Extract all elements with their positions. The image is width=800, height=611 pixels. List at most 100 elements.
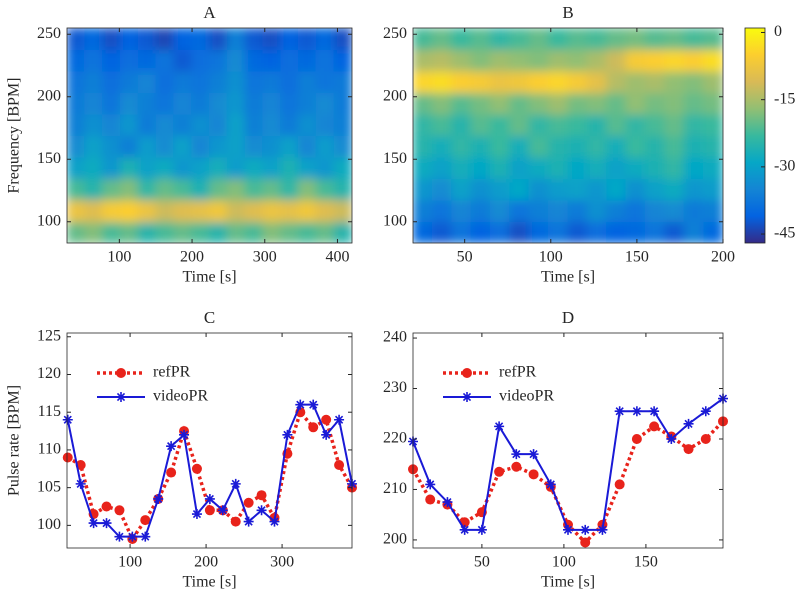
heatmap-cell: [119, 49, 139, 72]
y-tick-label: 200: [383, 87, 407, 104]
heatmap-cell: [155, 28, 175, 50]
heatmap-cell: [137, 28, 157, 50]
heatmap-cell: [226, 70, 246, 93]
y-tick-label: 100: [37, 516, 61, 533]
heatmap-cell: [625, 70, 646, 93]
heatmap-cell: [333, 199, 352, 222]
heatmap-cell: [548, 221, 569, 243]
heatmap-cell: [451, 221, 472, 243]
heatmap-cell: [567, 178, 588, 201]
heatmap-cell: [191, 178, 210, 201]
data-point: [166, 467, 177, 478]
heatmap-cell: [664, 92, 685, 115]
heatmap-cell: [315, 113, 335, 136]
x-axis-label: Time [s]: [541, 574, 595, 591]
axes-frame: [66, 27, 353, 244]
heatmap-cell: [67, 135, 86, 158]
heatmap-cell: [528, 113, 550, 136]
data-point: [153, 493, 164, 504]
x-axis-label: Time [s]: [182, 574, 236, 591]
y-axis-label: Frequency [BPM]: [6, 78, 23, 194]
heatmap-cell: [155, 135, 175, 158]
heatmap-cell: [470, 113, 491, 136]
heatmap-cell: [625, 28, 646, 50]
heatmap-cell: [683, 49, 705, 72]
heatmap-cell: [586, 28, 608, 50]
heatmap-cell: [470, 135, 491, 158]
heatmap-cell: [173, 28, 193, 50]
heatmap-cell: [173, 70, 193, 93]
heatmap-cell: [470, 221, 491, 243]
heatmap-cell: [431, 199, 453, 222]
heatmap-cell: [703, 199, 723, 222]
heatmap-cell: [606, 156, 627, 179]
heatmap-cell: [262, 28, 282, 50]
colorbar-tick-label: -30: [774, 158, 795, 175]
heatmap-cell: [451, 199, 472, 222]
y-tick-label: 150: [383, 150, 407, 167]
heatmap-cell: [490, 49, 511, 72]
heatmap-cell: [548, 49, 569, 72]
heatmap-cell: [262, 92, 282, 115]
chart-title: D: [562, 308, 574, 327]
heatmap-cell: [102, 70, 121, 93]
heatmap-cell: [470, 70, 491, 93]
heatmap-cell: [244, 156, 264, 179]
heatmap-cell: [413, 221, 433, 243]
heatmap-cell: [645, 199, 666, 222]
colorbar-tick-label: -45: [774, 225, 795, 242]
heatmap-cell: [137, 113, 157, 136]
heatmap-cell: [333, 178, 352, 201]
heatmap-cell: [490, 28, 511, 50]
heatmap-cell: [209, 70, 228, 93]
heatmap-cell: [262, 199, 282, 222]
heatmap-cell: [509, 135, 530, 158]
heatmap-cell: [703, 28, 723, 50]
data-point: [230, 478, 241, 489]
series-line: [412, 397, 724, 531]
heatmap-cell: [244, 221, 264, 243]
heatmap-cell: [413, 28, 433, 50]
heatmap-cell: [664, 70, 685, 93]
heatmap-cell: [119, 199, 139, 222]
heatmap-cell: [683, 28, 705, 50]
heatmap-cell: [333, 156, 352, 179]
data-point: [140, 531, 151, 542]
heatmap-cell: [102, 156, 121, 179]
heatmap-cell: [191, 113, 210, 136]
heatmap-cell: [298, 221, 317, 243]
heatmap-cell: [413, 199, 433, 222]
heatmap-cell: [451, 156, 472, 179]
heatmap-cell: [226, 135, 246, 158]
data-point: [563, 524, 573, 535]
x-tick-label: 100: [107, 249, 131, 266]
y-tick-label: 100: [383, 212, 407, 229]
heatmap-cell: [451, 135, 472, 158]
heatmap-cell: [262, 156, 282, 179]
heatmap-cell: [333, 70, 352, 93]
legend-marker: [462, 392, 472, 402]
heatmap-cell: [191, 49, 210, 72]
heatmap-cell: [315, 49, 335, 72]
heatmap-cell: [315, 199, 335, 222]
data-point: [62, 452, 73, 463]
heatmap-cell: [298, 178, 317, 201]
heatmap-cell: [431, 178, 453, 201]
y-tick-label: 150: [37, 150, 61, 167]
heatmap-cell: [645, 156, 666, 179]
heatmap-cell: [280, 178, 300, 201]
heatmap-cell: [548, 199, 569, 222]
heatmap-cell: [155, 92, 175, 115]
heatmap-cell: [298, 70, 317, 93]
heatmap-cell: [548, 178, 569, 201]
heatmap-cell: [67, 49, 86, 72]
heatmap-cell: [490, 70, 511, 93]
heatmap-cell: [528, 178, 550, 201]
data-point: [614, 479, 625, 490]
heatmap-cell: [209, 49, 228, 72]
y-tick-label: 200: [383, 531, 407, 548]
heatmap-cell: [470, 49, 491, 72]
data-point: [597, 524, 608, 535]
heatmap-cell: [280, 199, 300, 222]
heatmap-cell: [315, 221, 335, 243]
